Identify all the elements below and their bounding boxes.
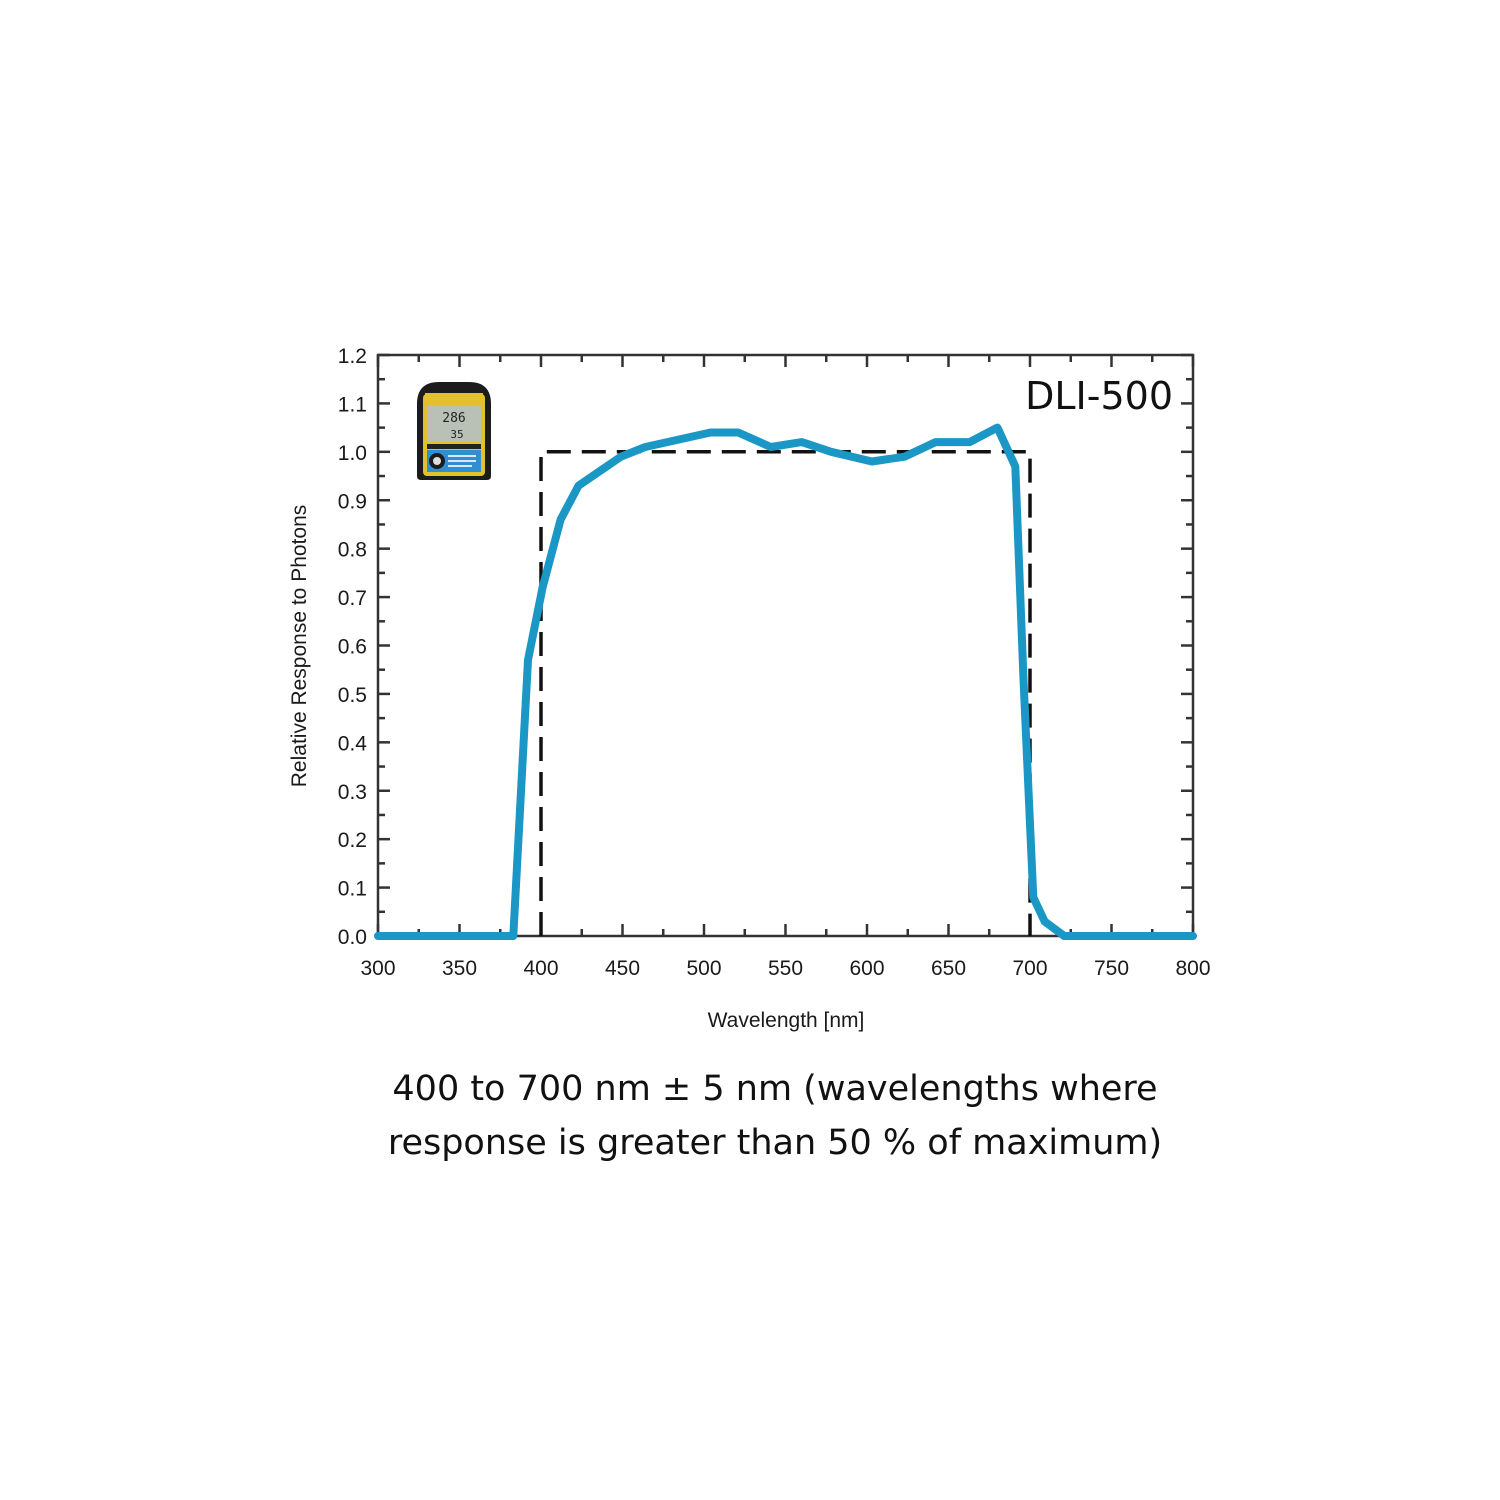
y-tick-label: 0.4 <box>338 732 368 755</box>
x-tick-label: 600 <box>849 957 884 980</box>
response-curve-line <box>374 423 1197 940</box>
y-tick-label: 0.9 <box>338 490 367 513</box>
y-tick-label: 0.6 <box>338 636 367 659</box>
y-tick-label: 1.2 <box>338 345 367 368</box>
x-tick-label: 500 <box>686 957 721 980</box>
x-tick-label: 400 <box>523 957 558 980</box>
y-tick-label: 0.0 <box>338 926 367 949</box>
y-tick-label: 1.1 <box>338 393 367 416</box>
x-tick-label: 800 <box>1175 957 1210 980</box>
caption-line-1: 400 to 700 nm ± 5 nm (wavelengths where <box>392 1069 1158 1109</box>
dli-500-meter-icon: 286 35 <box>417 382 491 480</box>
x-tick-label: 650 <box>931 957 966 980</box>
svg-text:286: 286 <box>442 411 465 426</box>
y-tick-label: 0.1 <box>338 878 367 901</box>
x-tick-label: 450 <box>605 957 640 980</box>
x-axis-title: Wavelength [nm] <box>708 1009 865 1032</box>
x-tick-labels: 300 350 400 450 500 550 600 650 700 750 800 <box>360 957 1210 980</box>
axis-ticks <box>376 353 1195 938</box>
ideal-response-dashed-line <box>539 450 1032 936</box>
y-tick-label: 0.8 <box>338 539 367 562</box>
y-tick-label: 1.0 <box>338 442 367 465</box>
y-tick-label: 0.2 <box>338 829 367 852</box>
x-tick-label: 550 <box>768 957 803 980</box>
y-axis-title: Relative Response to Photons <box>288 505 311 788</box>
y-tick-label: 0.3 <box>338 781 367 804</box>
product-label: DLI-500 <box>1025 374 1173 418</box>
caption-line-2: response is greater than 50 % of maximum… <box>387 1123 1163 1163</box>
x-tick-label: 700 <box>1012 957 1047 980</box>
y-tick-label: 0.7 <box>338 587 367 610</box>
x-tick-label: 750 <box>1094 957 1129 980</box>
svg-text:35: 35 <box>450 428 463 441</box>
chart-caption: 400 to 700 nm ± 5 nm (wavelengths where … <box>300 1062 1250 1170</box>
y-tick-label: 0.5 <box>338 684 367 707</box>
y-tick-labels: 0.0 0.1 0.2 0.3 0.4 0.5 0.6 0.7 0.8 0.9 1.0 1.1 1.2 <box>338 345 368 949</box>
x-tick-label: 350 <box>442 957 477 980</box>
x-tick-label: 300 <box>360 957 395 980</box>
